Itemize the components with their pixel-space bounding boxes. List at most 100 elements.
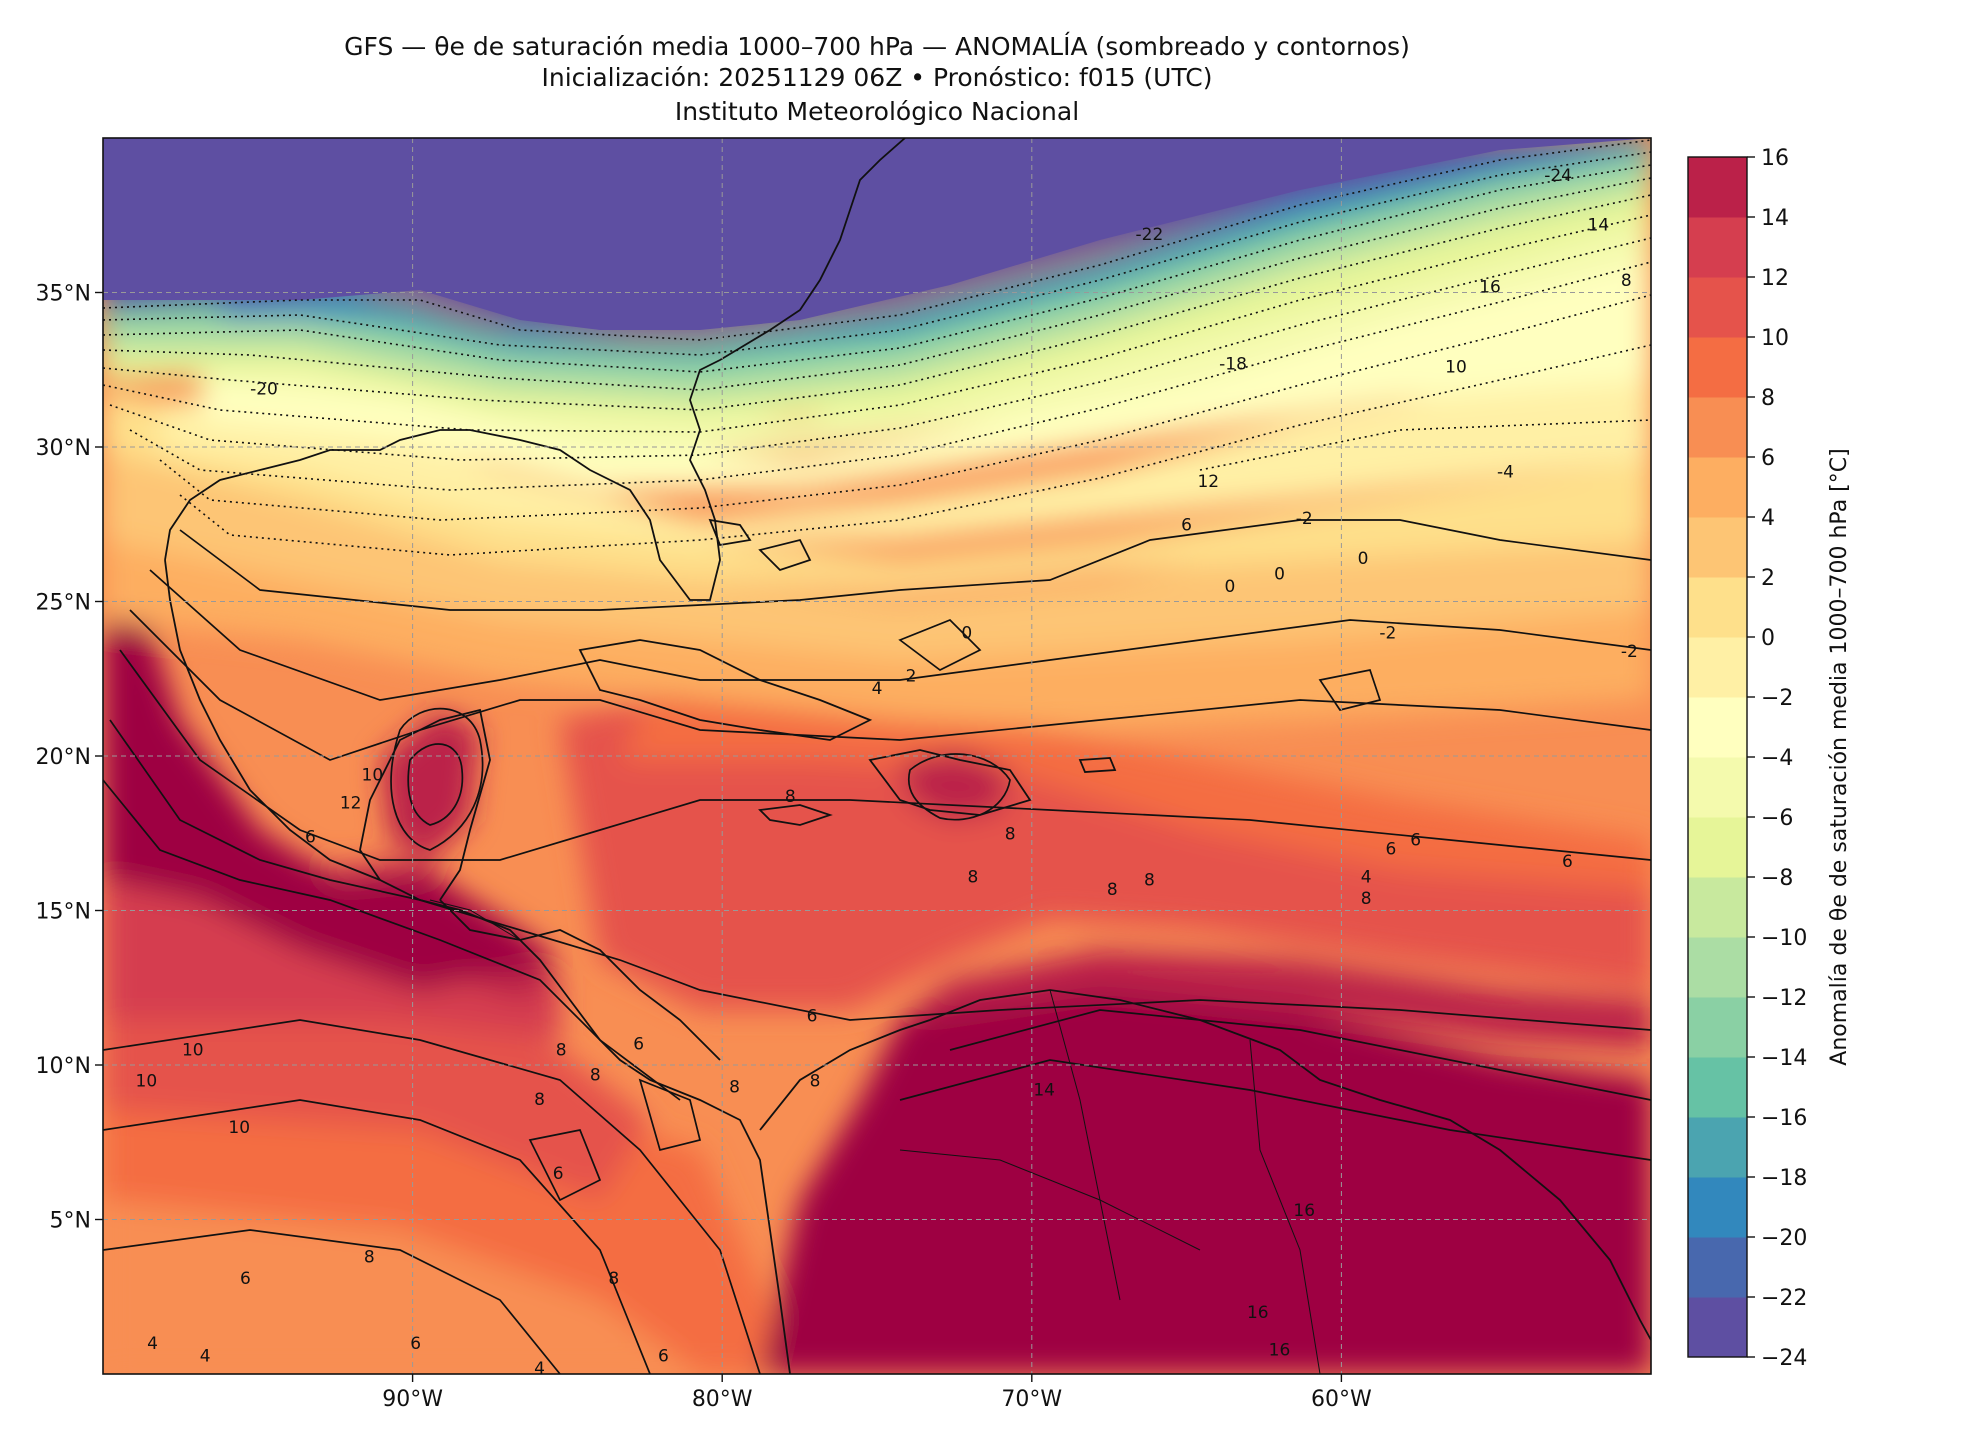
colorbar-tick-label: 4: [1761, 506, 1775, 531]
contour-label: 6: [1562, 852, 1573, 872]
y-tick-label: 30°N: [36, 436, 91, 461]
colorbar-tick-label: 12: [1761, 266, 1789, 291]
colorbar-tick-label: −14: [1761, 1046, 1807, 1071]
contour-label: 10: [362, 766, 384, 786]
colorbar-tick-label: −20: [1761, 1226, 1807, 1251]
contour-label: 8: [534, 1090, 545, 1110]
contour-label: 8: [1621, 271, 1632, 291]
contour-label: 8: [968, 868, 979, 888]
colorbar-band: [1688, 997, 1747, 1058]
y-tick-label: 20°N: [36, 745, 91, 770]
colorbar-label: Anomalía de θe de saturación media 1000–…: [1827, 448, 1852, 1065]
colorbar-tick-label: 6: [1761, 446, 1775, 471]
contour-label: 8: [556, 1041, 567, 1061]
contour-label: 0: [1274, 565, 1285, 585]
contour-label: -2: [1621, 642, 1638, 662]
colorbar-band: [1688, 517, 1747, 578]
contour-label: 2: [906, 667, 917, 687]
contour-label: 14: [1033, 1081, 1055, 1101]
colorbar-band: [1688, 1177, 1747, 1238]
x-tick-label: 60°W: [1311, 1387, 1372, 1412]
colorbar-tick-label: −2: [1761, 686, 1793, 711]
colorbar-tick-label: 10: [1761, 326, 1789, 351]
colorbar-band: [1688, 457, 1747, 518]
colorbar-tick-label: 14: [1761, 206, 1789, 231]
colorbar-band: [1688, 397, 1747, 458]
contour-label: 16: [1293, 1201, 1315, 1221]
contour-label: 12: [340, 793, 362, 813]
contour-label: 10: [182, 1041, 204, 1061]
anomaly-shading: [103, 138, 1651, 1374]
colorbar-bands: [1688, 157, 1747, 1358]
colorbar-band: [1688, 157, 1747, 218]
contour-label: 6: [553, 1164, 564, 1184]
contour-label: 10: [228, 1118, 250, 1138]
title-line-2: Inicialización: 20251129 06Z • Pronóstic…: [542, 63, 1213, 92]
colorbar-band: [1688, 577, 1747, 638]
contour-label: 4: [872, 679, 883, 699]
y-tick-label: 15°N: [36, 900, 91, 925]
contour-label: 6: [305, 827, 316, 847]
contour-label: 6: [807, 1007, 818, 1027]
contour-label: 6: [1410, 830, 1421, 850]
y-axis: 35°N 30°N 25°N 20°N 15°N 10°N 5°N: [36, 282, 103, 1234]
map-panel: -20-18-22-241261614810-4-2000-2024812106…: [36, 137, 1652, 1412]
colorbar-tick-label: 8: [1761, 386, 1775, 411]
y-tick-label: 35°N: [36, 282, 91, 307]
colorbar-band: [1688, 877, 1747, 938]
contour-label: 8: [785, 787, 796, 807]
contour-label: 16: [1269, 1340, 1291, 1360]
colorbar-tick-label: 0: [1761, 626, 1775, 651]
colorbar-tick-label: −6: [1761, 806, 1793, 831]
gridlines: [103, 138, 1651, 1374]
colorbar-band: [1688, 637, 1747, 698]
coastlines: [164, 138, 1651, 1374]
colorbar: −24−22−20−18−16−14−12−10−8−6−4−202468101…: [1687, 146, 1852, 1371]
colorbar-band: [1688, 1237, 1747, 1298]
colorbar-tick-label: −24: [1761, 1346, 1807, 1371]
title-line-3: Instituto Meteorológico Nacional: [675, 97, 1079, 126]
contour-label: 6: [633, 1034, 644, 1054]
contour-label: 14: [1588, 216, 1610, 236]
contour-label: 10: [136, 1071, 158, 1091]
contour-label: -4: [1497, 463, 1514, 483]
borders: [429, 899, 1321, 1374]
contour-labels: -20-18-22-241261614810-4-2000-2024812106…: [136, 166, 1638, 1374]
contour-label: 8: [1107, 880, 1118, 900]
contour-label: -18: [1219, 355, 1247, 375]
y-tick-label: 25°N: [36, 591, 91, 616]
colorbar-tick-label: −16: [1761, 1106, 1807, 1131]
colorbar-tick-label: −10: [1761, 926, 1807, 951]
contour-label: 0: [961, 623, 972, 643]
contour-label: 6: [1386, 840, 1397, 860]
contour-label: 4: [200, 1346, 211, 1366]
contour-label: 4: [1361, 868, 1372, 888]
contour-label: 6: [1181, 515, 1192, 535]
contour-label: 16: [1479, 277, 1501, 297]
contour-label: 8: [810, 1071, 821, 1091]
x-tick-label: 70°W: [1001, 1387, 1062, 1412]
x-axis: 90°W 80°W 70°W 60°W: [382, 1374, 1372, 1412]
contour-label: 0: [1358, 549, 1369, 569]
contour-label: 16: [1247, 1303, 1269, 1323]
colorbar-tick-label: −4: [1761, 746, 1793, 771]
contour-label: -24: [1544, 166, 1572, 186]
contour-label: 8: [1361, 889, 1372, 909]
negative-contours: [103, 139, 1651, 556]
colorbar-tick-label: −8: [1761, 866, 1793, 891]
colorbar-band: [1688, 817, 1747, 878]
title-line-1: GFS — θe de saturación media 1000–700 hP…: [344, 32, 1410, 61]
contour-label: 6: [658, 1346, 669, 1366]
contour-label: 10: [1445, 358, 1467, 378]
contour-label: -2: [1379, 623, 1396, 643]
contour-label: 8: [1144, 871, 1155, 891]
colorbar-band: [1688, 1297, 1747, 1358]
contour-label: 8: [364, 1248, 375, 1268]
colorbar-band: [1688, 697, 1747, 758]
colorbar-band: [1688, 1117, 1747, 1178]
contour-label: 8: [1005, 824, 1016, 844]
contour-label: 0: [1225, 577, 1236, 597]
contour-label: 8: [729, 1078, 740, 1098]
x-tick-label: 90°W: [382, 1387, 443, 1412]
